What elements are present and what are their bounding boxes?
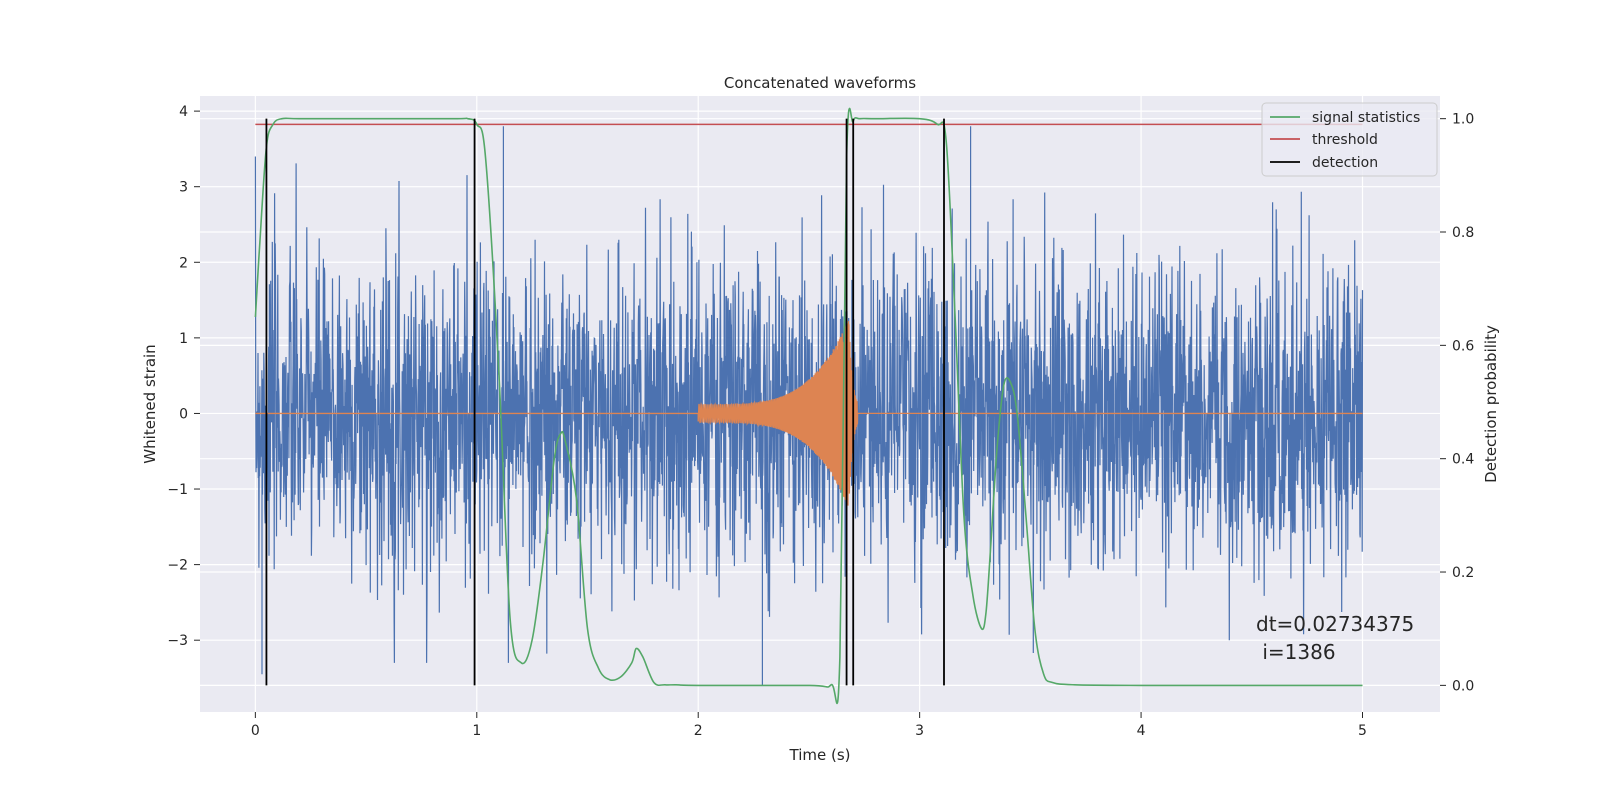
y-tick-label-6: 3 [179,180,188,196]
y-tick-label-2: −1 [167,482,188,498]
y-tick-label-0: −3 [167,633,188,649]
x-tick-label-1: 1 [472,723,481,739]
y2-tick-label-0: 0.0 [1452,678,1474,694]
y-tick-label-3: 0 [179,406,188,422]
detection-lines [265,118,945,686]
y-tick-label-5: 2 [179,255,188,271]
y2-tick-label-1: 0.2 [1452,565,1474,581]
annotation-index: i=1386 [1256,640,1336,664]
y2-tick-label-5: 1.0 [1452,112,1474,128]
x-tick-label-0: 0 [251,723,260,739]
legend-label-threshold: threshold [1312,132,1378,148]
y-axis-label: Whitened strain [141,344,159,463]
legend-box [1261,102,1438,177]
signal-series [255,321,1363,506]
x-axis-label: Time (s) [789,746,851,764]
legend: signal statistics threshold detection [1261,102,1438,177]
y2-tick-label-3: 0.6 [1452,338,1474,354]
y-tick-label-4: 1 [179,331,188,347]
x-axis: 0 1 2 3 4 5 [251,712,1367,739]
y2-tick-label-2: 0.4 [1452,452,1474,468]
legend-label-signal-statistics: signal statistics [1312,110,1420,126]
y-axis-right: 0.0 0.2 0.4 0.6 0.8 1.0 [1440,112,1474,694]
legend-label-detection: detection [1312,155,1378,171]
x-tick-label-4: 4 [1137,723,1146,739]
y2-tick-label-4: 0.8 [1452,225,1474,241]
x-tick-label-5: 5 [1358,723,1367,739]
annotation-dt: dt=0.02734375 [1256,612,1414,636]
chart-title: Concatenated waveforms [724,74,916,92]
x-tick-label-2: 2 [694,723,703,739]
x-tick-label-3: 3 [915,723,924,739]
y-tick-label-1: −2 [167,558,188,574]
y2-axis-label: Detection probability [1482,325,1500,483]
signal-statistics-series [254,107,1363,705]
y-tick-label-7: 4 [179,104,188,120]
y-axis-left: −3 −2 −1 0 1 2 3 4 [167,104,200,649]
